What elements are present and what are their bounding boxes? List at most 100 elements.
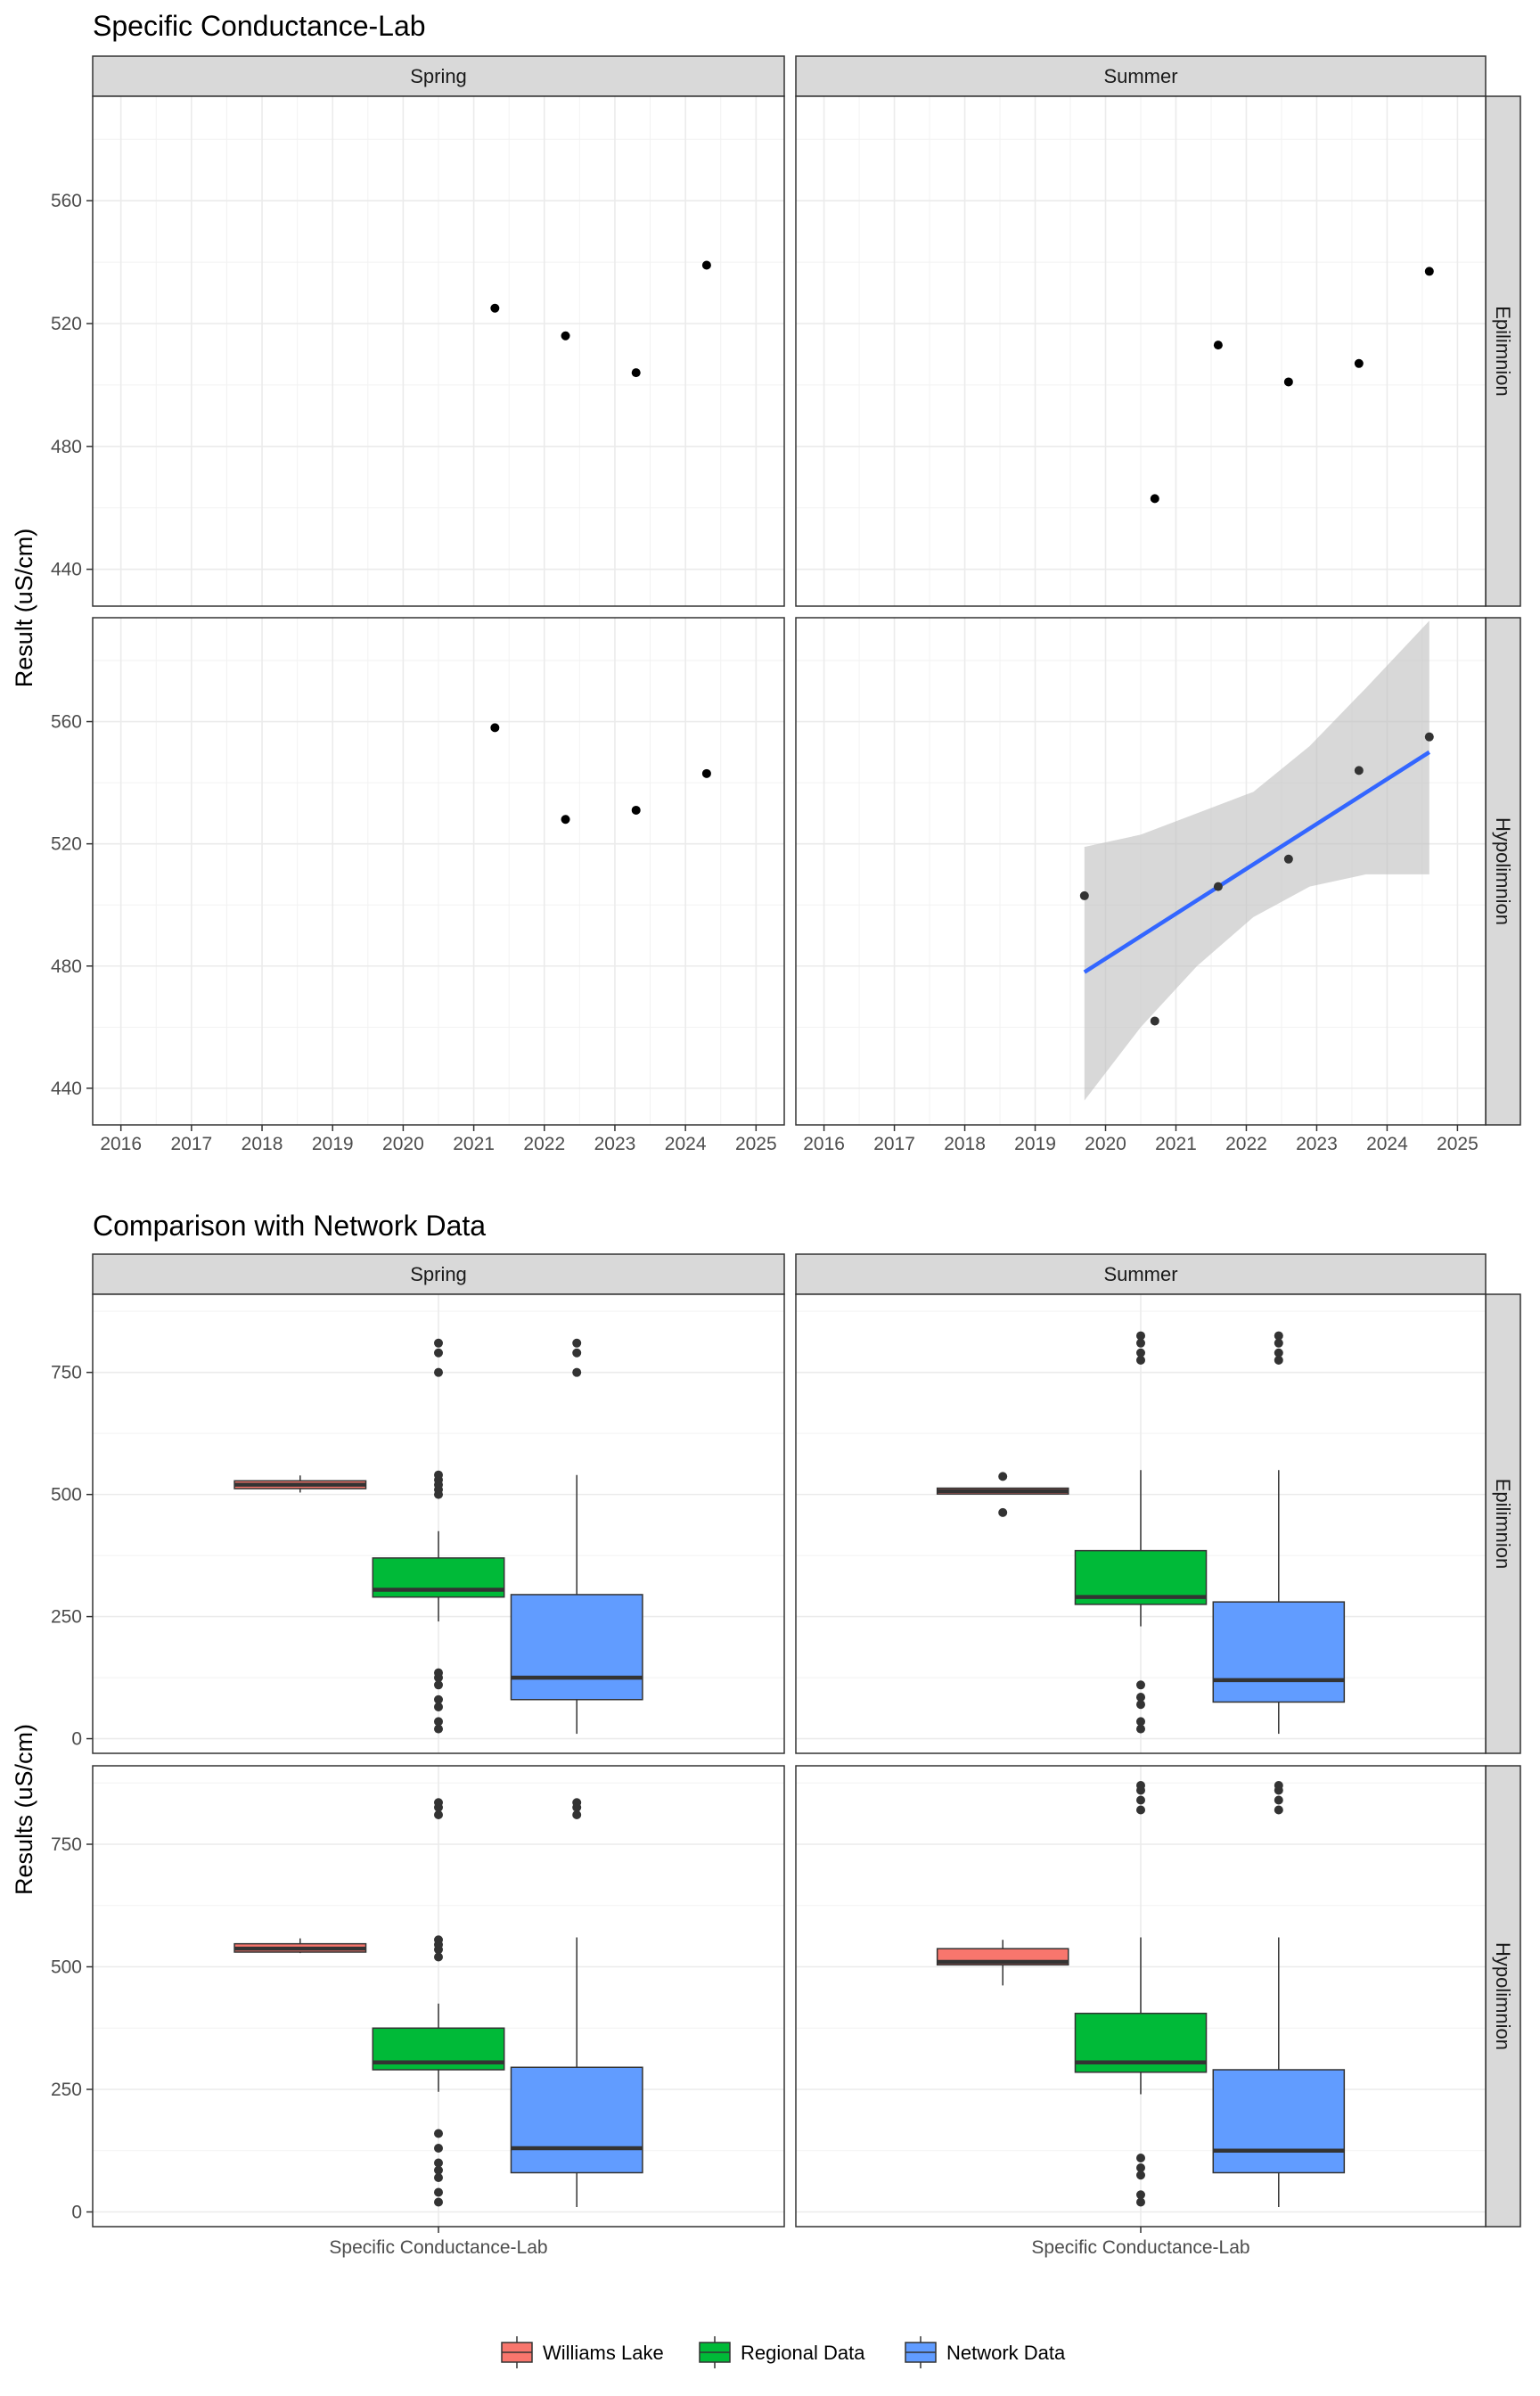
outlier-point: [572, 1348, 582, 1358]
outlier-point: [434, 1810, 443, 1819]
x-tick-label: 2023: [594, 1134, 636, 1154]
y-tick-label: 500: [51, 1957, 82, 1978]
box-panel-spring-epilimnion: [92, 1293, 785, 1754]
box-iqr: [510, 2066, 643, 2174]
outlier-point: [434, 2165, 443, 2175]
facet-strip-label: Summer: [1103, 1263, 1177, 1285]
outlier-point: [1274, 1781, 1283, 1790]
box-regional-data: [1074, 1781, 1208, 2207]
outlier-point: [998, 1507, 1008, 1517]
box-iqr: [510, 1594, 643, 1701]
x-tick-label: 2025: [735, 1134, 777, 1154]
data-point: [1150, 1016, 1159, 1026]
y-tick-label: 0: [71, 1729, 82, 1750]
data-point: [561, 815, 570, 825]
outlier-point: [572, 1338, 582, 1348]
outlier-point: [1136, 2170, 1145, 2180]
scatter-chart: Spring Summer Epilimnion Hypolimnion 440 480 5…: [51, 55, 1521, 1154]
outlier-point: [998, 1472, 1008, 1481]
data-point: [631, 368, 641, 378]
outlier-point: [434, 2144, 443, 2153]
outlier-point: [434, 1470, 443, 1480]
x-tick-label: 2016: [100, 1134, 142, 1154]
x-tick-label: 2019: [1014, 1134, 1056, 1154]
data-point: [490, 303, 500, 313]
x-tick-label: Specific Conductance-Lab: [329, 2237, 547, 2258]
y-tick-label: 750: [51, 1363, 82, 1383]
outlier-point: [1136, 2154, 1145, 2162]
panel-border: [92, 95, 785, 607]
outlier-point: [1136, 2197, 1145, 2207]
x-tick-label: 2020: [382, 1134, 424, 1154]
outlier-point: [434, 1338, 443, 1348]
outlier-point: [1274, 1331, 1283, 1341]
scatter-panel-summer-hypolimnion: [795, 617, 1487, 1126]
facet-strip-right: [1485, 1293, 1521, 1754]
facet-strip-label: Spring: [410, 1263, 467, 1285]
box-regional-data: [372, 1338, 505, 1734]
facet-strip-label: Hypolimnion: [1492, 817, 1514, 925]
legend-item: Williams Lake: [501, 2336, 664, 2368]
outlier-point: [434, 2173, 443, 2182]
box-panel-summer-hypolimnion: [795, 1765, 1487, 2228]
box-network-data: [510, 1338, 643, 1735]
data-point: [1213, 341, 1223, 350]
data-point: [1213, 882, 1223, 891]
trend-line: [1083, 750, 1431, 974]
outlier-point: [1274, 1355, 1283, 1365]
y-tick-label: 250: [51, 1607, 82, 1628]
y-tick-label: 520: [51, 314, 82, 334]
x-tick-label: Specific Conductance-Lab: [1031, 2237, 1249, 2258]
chart-2-y-axis-title: Results (uS/cm): [11, 1724, 37, 1895]
box-iqr: [1212, 1601, 1346, 1703]
data-point: [1424, 267, 1434, 276]
y-tick-label: 440: [51, 1079, 82, 1099]
x-tick-label: 2022: [1225, 1134, 1267, 1154]
outlier-point: [1136, 1338, 1145, 1348]
facet-strip-label: Epilimnion: [1492, 306, 1514, 397]
box-network-data: [1212, 1781, 1346, 2207]
data-point: [1354, 358, 1364, 368]
data-point: [1283, 854, 1293, 864]
outlier-point: [1136, 1331, 1145, 1341]
outlier-point: [1136, 1795, 1145, 1805]
data-point: [1424, 732, 1434, 742]
legend-label: Regional Data: [741, 2342, 865, 2364]
facet-strip-top: [92, 55, 785, 97]
outlier-point: [434, 2187, 443, 2197]
data-point: [701, 260, 711, 270]
outlier-point: [1136, 2163, 1145, 2172]
facet-strip-label: Summer: [1103, 65, 1177, 87]
outlier-point: [434, 1367, 443, 1377]
data-point: [1150, 494, 1159, 504]
data-point: [701, 768, 711, 778]
facet-strip-right: [1485, 1765, 1521, 2228]
scatter-panel-summer-epilimnion: [795, 95, 1487, 607]
x-tick-label: 2016: [803, 1134, 845, 1154]
x-tick-label: 2021: [1155, 1134, 1197, 1154]
x-tick-label: 2022: [523, 1134, 565, 1154]
y-tick-label: 480: [51, 437, 82, 457]
outlier-point: [434, 1680, 443, 1690]
outlier-point: [1136, 1805, 1145, 1815]
outlier-point: [1274, 1805, 1283, 1815]
chart-2-title: Comparison with Network Data: [93, 1210, 486, 1242]
outlier-point: [1136, 2190, 1145, 2200]
facet-strip-right: [1485, 95, 1521, 607]
y-tick-label: 440: [51, 560, 82, 580]
outlier-point: [1136, 1680, 1145, 1690]
data-point: [1079, 890, 1089, 900]
data-point: [1283, 377, 1293, 387]
box-panel-summer-epilimnion: [795, 1293, 1487, 1754]
outlier-point: [434, 2158, 443, 2168]
outlier-point: [434, 2129, 443, 2138]
facet-strip-label: Hypolimnion: [1492, 1942, 1514, 2050]
outlier-point: [434, 1952, 443, 1962]
x-tick-label: 2019: [312, 1134, 354, 1154]
panel-border: [795, 95, 1487, 607]
legend-label: Network Data: [946, 2342, 1066, 2364]
outlier-point: [1274, 1348, 1283, 1358]
panel-border: [92, 617, 785, 1126]
outlier-point: [1136, 1692, 1145, 1702]
outlier-point: [572, 1367, 582, 1377]
